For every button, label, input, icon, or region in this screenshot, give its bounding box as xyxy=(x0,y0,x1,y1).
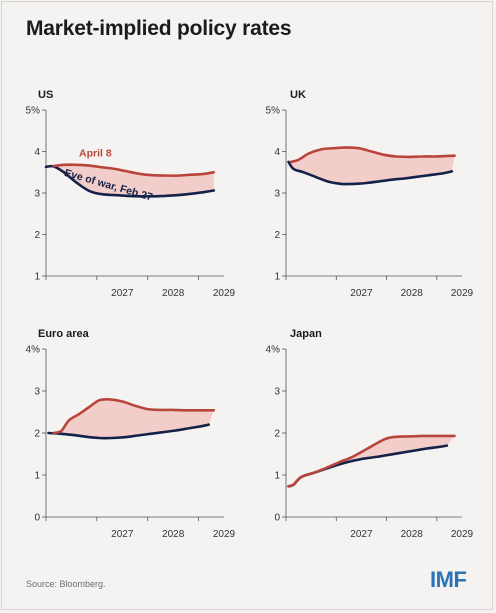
source-note: Source: Bloomberg. xyxy=(26,579,106,589)
y-tick-label-euro-area: 0 xyxy=(34,513,40,524)
x-tick-label-euro-area: 2029 xyxy=(213,529,236,540)
y-tick-label-japan: 3 xyxy=(274,387,280,398)
series-line-april-uk xyxy=(289,146,456,164)
x-tick-label-euro-area: 2027 xyxy=(111,529,134,540)
imf-logo: IMF xyxy=(430,567,467,592)
gap-area-euro-area xyxy=(48,399,214,439)
y-tick-label-uk: 1 xyxy=(274,272,280,283)
series-line-april-euro-area xyxy=(52,397,216,435)
page-title: Market-implied policy rates xyxy=(26,17,292,40)
annotation-april-8: April 8 xyxy=(79,147,112,159)
y-tick-label-uk: 5% xyxy=(266,106,281,117)
y-tick-label-uk: 3 xyxy=(274,189,280,200)
x-tick-label-us: 2027 xyxy=(111,288,134,299)
y-tick-label-us: 1 xyxy=(34,272,40,283)
y-tick-label-us: 2 xyxy=(34,230,40,241)
y-tick-label-us: 4 xyxy=(34,147,40,158)
x-tick-label-japan: 2028 xyxy=(401,529,424,540)
gap-area-uk xyxy=(288,147,455,185)
x-tick-label-uk: 2029 xyxy=(451,288,474,299)
gap-area-japan xyxy=(288,435,455,487)
panel-title-euro-area: Euro area xyxy=(38,328,90,340)
x-tick-label-us: 2029 xyxy=(213,288,236,299)
series-line-april-japan xyxy=(287,434,456,488)
series-line-eve-us xyxy=(44,164,216,198)
y-tick-label-euro-area: 4% xyxy=(26,345,41,356)
x-tick-label-euro-area: 2028 xyxy=(162,529,185,540)
y-tick-label-us: 3 xyxy=(34,189,40,200)
y-tick-label-japan: 4% xyxy=(266,345,281,356)
x-tick-label-us: 2028 xyxy=(162,288,185,299)
x-tick-label-japan: 2027 xyxy=(350,529,373,540)
series-line-eve-uk xyxy=(287,160,454,186)
y-tick-label-uk: 4 xyxy=(274,147,280,158)
panel-title-uk: UK xyxy=(290,89,306,101)
y-tick-label-us: 5% xyxy=(26,106,41,117)
gap-area-us xyxy=(46,164,214,197)
panel-title-us: US xyxy=(38,89,53,101)
y-tick-label-japan: 1 xyxy=(274,471,280,482)
y-tick-label-uk: 2 xyxy=(274,230,280,241)
y-tick-label-euro-area: 2 xyxy=(34,429,40,440)
panel-title-japan: Japan xyxy=(290,328,322,340)
series-line-april-us xyxy=(52,163,216,177)
x-tick-label-uk: 2028 xyxy=(401,288,424,299)
y-tick-label-japan: 2 xyxy=(274,429,280,440)
x-tick-label-japan: 2029 xyxy=(451,529,474,540)
series-line-eve-euro-area xyxy=(47,423,210,440)
y-tick-label-euro-area: 1 xyxy=(34,471,40,482)
x-tick-label-uk: 2027 xyxy=(350,288,373,299)
y-tick-label-japan: 0 xyxy=(274,513,280,524)
y-tick-label-euro-area: 3 xyxy=(34,387,40,398)
